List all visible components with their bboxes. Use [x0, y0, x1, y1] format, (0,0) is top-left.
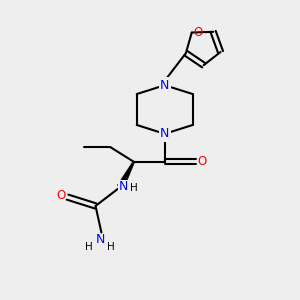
Text: O: O [197, 155, 207, 168]
Text: O: O [194, 26, 203, 39]
Text: N: N [160, 127, 169, 140]
Text: O: O [56, 189, 66, 202]
Text: H: H [85, 242, 93, 252]
Text: H: H [130, 183, 138, 193]
Text: N: N [95, 233, 105, 246]
Polygon shape [117, 161, 135, 188]
Text: N: N [119, 180, 128, 193]
Text: H: H [107, 242, 115, 252]
Text: N: N [160, 79, 169, 92]
